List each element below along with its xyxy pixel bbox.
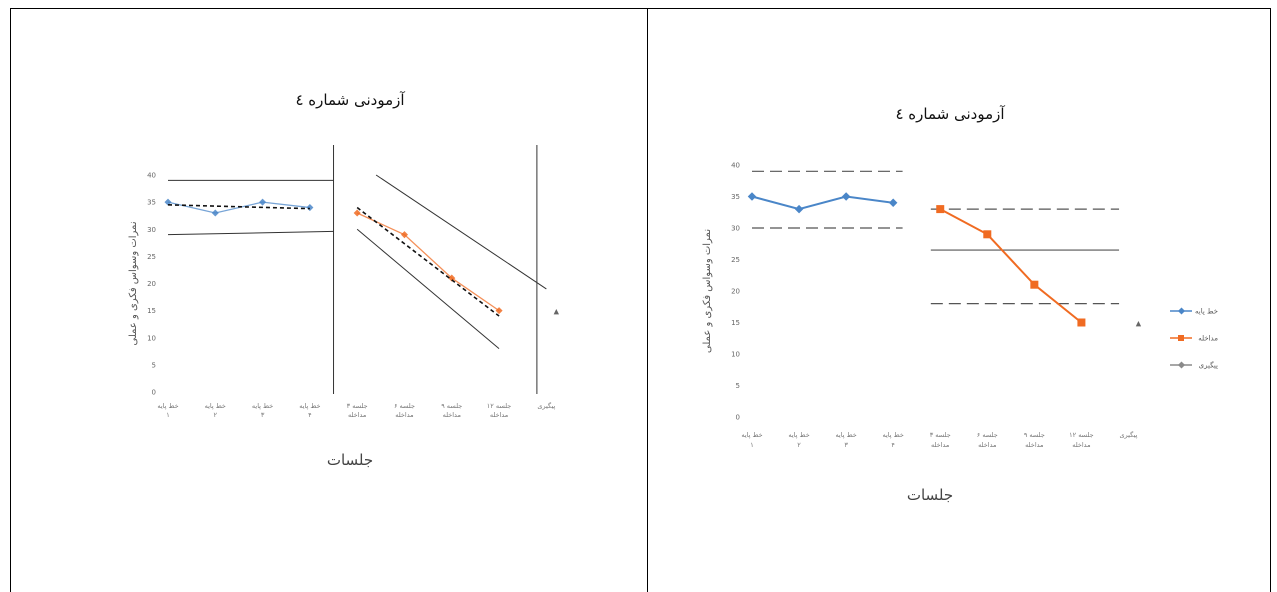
y-axis-label: نمرات وسواس فکری و عملی <box>128 221 139 345</box>
chart-right: آزمودنی شماره ٤ جلسات نمرات وسواس فکری و ع… <box>702 105 1218 504</box>
envelope-line <box>356 228 500 349</box>
x-tick-label-line2: ۲ <box>797 441 801 449</box>
data-point <box>306 204 314 212</box>
x-tick-label: خط پایه <box>205 402 226 410</box>
legend-label: مداخله <box>1198 335 1218 343</box>
data-point <box>259 198 267 206</box>
x-tick-label: خط پایه <box>741 431 762 439</box>
x-tick-label-line2: ۴ <box>891 441 895 449</box>
x-tick-label-line2: مداخله <box>931 441 949 449</box>
series-line <box>167 201 310 214</box>
data-point <box>841 192 851 201</box>
followup-point: ▲ <box>1136 320 1142 328</box>
y-tick-label: 0 <box>736 414 740 422</box>
y-tick-label: 0 <box>152 389 156 397</box>
x-tick-label-line2: مداخله <box>978 441 996 449</box>
data-point <box>1077 318 1086 327</box>
x-tick-label: خط پایه <box>157 402 178 410</box>
y-tick-label: 15 <box>147 307 156 315</box>
x-tick-label-line2: ۱ <box>750 441 754 449</box>
x-tick-label: پیگیری <box>537 402 555 410</box>
y-axis-label: نمرات وسواس فکری و عملی <box>702 229 713 353</box>
chart-title: آزمودنی شماره ٤ <box>295 91 405 109</box>
table-cell-right <box>647 8 1271 592</box>
data-point <box>448 274 456 282</box>
x-tick-label-line2: مداخله <box>348 411 366 419</box>
y-tick-label: 15 <box>731 319 740 327</box>
table-cell-left <box>10 8 647 592</box>
x-axis-label: جلسات <box>907 486 953 504</box>
y-tick-label: 25 <box>147 253 156 261</box>
data-point <box>794 204 804 214</box>
x-tick-label: جلسه ۶ <box>394 402 415 410</box>
legend-swatch-marker <box>1177 361 1186 369</box>
legend-label: خط پایه <box>1195 308 1218 316</box>
y-tick-label: 30 <box>731 225 740 233</box>
x-tick-label: جلسه ۳ <box>930 431 951 439</box>
data-point <box>936 205 945 214</box>
envelope-line <box>375 174 547 290</box>
data-point <box>211 209 219 217</box>
y-tick-label: 5 <box>152 361 156 369</box>
data-point <box>495 307 503 315</box>
y-tick-label: 35 <box>147 199 156 207</box>
legend-swatch-marker <box>1177 307 1186 315</box>
y-tick-label: 25 <box>731 256 740 264</box>
x-tick-label: خط پایه <box>252 402 273 410</box>
data-point <box>164 198 172 206</box>
trend-line <box>167 204 310 210</box>
chart-left: آزمودنی شماره ٤ جلسات نمرات وسواس فکری و ع… <box>128 91 560 469</box>
x-tick-label-line2: ۲ <box>214 411 218 419</box>
chart-title: آزمودنی شماره ٤ <box>895 105 1005 123</box>
series-line <box>356 212 500 312</box>
series-line <box>751 195 894 211</box>
y-tick-label: 20 <box>147 280 156 288</box>
y-tick-label: 35 <box>731 193 740 201</box>
x-tick-label-line2: ۳ <box>261 411 265 419</box>
x-tick-label: جلسه ۶ <box>977 431 998 439</box>
x-tick-label: جلسه ۱۲ <box>487 402 512 410</box>
trend-line <box>356 206 500 317</box>
data-point <box>747 192 757 201</box>
data-point <box>1030 280 1039 289</box>
x-tick-label-line2: مداخله <box>1072 441 1090 449</box>
x-tick-label: جلسه ۹ <box>441 402 462 410</box>
x-tick-label: جلسه ۳ <box>347 402 368 410</box>
x-tick-label: خط پایه <box>835 431 856 439</box>
x-tick-label-line2: مداخله <box>443 411 461 419</box>
x-axis-label: جلسات <box>327 451 373 469</box>
x-tick-label-line2: ۳ <box>844 441 848 449</box>
data-point <box>983 230 992 239</box>
legend-label: پیگیری <box>1199 361 1218 370</box>
series-line <box>939 208 1083 324</box>
x-tick-label: خط پایه <box>299 402 320 410</box>
x-tick-label-line2: ۱ <box>166 411 170 419</box>
envelope-line <box>167 230 334 236</box>
x-tick-label-line2: مداخله <box>1025 441 1043 449</box>
y-tick-label: 40 <box>147 172 156 180</box>
x-tick-label-line2: مداخله <box>395 411 413 419</box>
followup-point: ▲ <box>554 308 560 316</box>
x-tick-label: خط پایه <box>883 431 904 439</box>
x-tick-label-line2: ۴ <box>308 411 312 419</box>
data-point <box>888 198 898 208</box>
y-tick-label: 10 <box>147 334 156 342</box>
y-tick-label: 20 <box>731 288 740 296</box>
legend-swatch-marker <box>1178 335 1184 341</box>
y-tick-label: 40 <box>731 162 740 170</box>
data-point <box>353 209 361 217</box>
x-tick-label: پیگیری <box>1119 431 1137 439</box>
y-tick-label: 30 <box>147 226 156 234</box>
data-point <box>400 231 409 239</box>
x-tick-label: جلسه ۹ <box>1024 431 1045 439</box>
y-tick-label: 10 <box>731 351 740 359</box>
x-tick-label-line2: مداخله <box>490 411 508 419</box>
x-tick-label: خط پایه <box>788 431 809 439</box>
x-tick-label: جلسه ۱۲ <box>1069 431 1094 439</box>
y-tick-label: 5 <box>736 382 740 390</box>
